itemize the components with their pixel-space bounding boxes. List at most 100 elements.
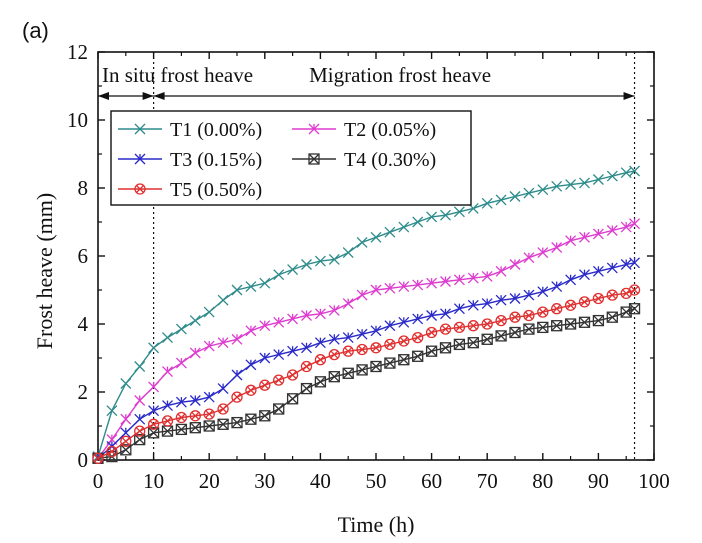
data-point: [481, 298, 493, 310]
data-point: [509, 259, 521, 270]
data-point: [189, 347, 201, 359]
marker-stroke: [134, 123, 146, 135]
marker-box: [495, 330, 507, 342]
data-point: [453, 274, 465, 286]
data-point: [189, 395, 201, 406]
marker-stroke: [328, 253, 340, 265]
data-point: [439, 342, 452, 354]
x-axis-label: Time (h): [338, 512, 415, 537]
marker-stroke: [107, 447, 116, 456]
marker-stroke: [330, 350, 339, 359]
data-point: [629, 218, 640, 230]
marker-ring: [286, 369, 299, 381]
marker-ring: [134, 425, 146, 437]
data-point: [120, 413, 132, 425]
data-point: [286, 393, 299, 405]
marker-stroke: [148, 342, 160, 354]
legend-item: T2 (0.05%): [292, 119, 436, 141]
marker-stroke: [231, 284, 243, 296]
data-point: [606, 311, 618, 323]
data-point: [273, 269, 285, 281]
marker-ring: [203, 408, 215, 420]
marker-ring: [467, 320, 479, 332]
series-line: [97, 262, 635, 459]
legend-box: [110, 110, 472, 206]
data-point: [134, 433, 146, 446]
marker-box: [551, 320, 563, 332]
data-point: [453, 206, 465, 218]
marker-stroke: [162, 425, 173, 437]
data-point: [412, 331, 424, 344]
marker-stroke: [273, 403, 285, 415]
data-point: [217, 403, 229, 415]
series-line: [97, 223, 635, 459]
marker-stroke: [551, 180, 563, 192]
marker-ring: [273, 374, 285, 386]
data-point: [148, 405, 160, 417]
marker-stroke: [523, 323, 535, 335]
data-point: [384, 226, 396, 238]
data-point: [286, 369, 299, 381]
data-point: [314, 308, 326, 320]
marker-stroke: [162, 332, 173, 344]
data-point: [231, 369, 243, 381]
marker-stroke: [565, 318, 577, 330]
marker-box: [439, 342, 452, 354]
data-point: [523, 252, 535, 264]
data-point: [134, 153, 146, 165]
marker-stroke: [372, 343, 380, 352]
x-tick-label: 60: [421, 469, 442, 493]
data-point: [495, 265, 507, 277]
marker-stroke: [273, 269, 285, 281]
marker-stroke: [135, 427, 144, 436]
marker-stroke: [524, 311, 533, 320]
data-point: [259, 410, 271, 422]
marker-stroke: [398, 221, 410, 233]
data-point: [189, 410, 201, 422]
y-axis-label: Frost heave (mm): [32, 193, 57, 349]
marker-box: [308, 153, 320, 165]
legend-label: T5 (0.50%): [170, 179, 262, 201]
x-tick-label: 80: [532, 469, 553, 493]
data-point: [551, 303, 563, 315]
legend: T1 (0.00%) T2 (0.05%) T3 (0.15%) T4 (0.30%)…: [110, 110, 472, 206]
marker-ring: [134, 183, 146, 195]
marker-stroke: [246, 386, 255, 395]
data-point: [537, 247, 549, 259]
x-tick-label: 100: [638, 469, 670, 493]
marker-stroke: [551, 320, 563, 332]
data-point: [106, 405, 118, 417]
data-point: [592, 228, 604, 240]
marker-box: [537, 321, 549, 334]
marker-box: [120, 444, 132, 456]
arrow-head-right: [142, 92, 154, 100]
data-point: [398, 335, 410, 347]
marker-stroke: [274, 376, 283, 385]
marker-ring: [592, 292, 605, 305]
marker-stroke: [342, 247, 354, 259]
marker-stroke: [203, 306, 215, 318]
marker-stroke: [342, 367, 354, 379]
y-tick-label: 4: [78, 312, 89, 336]
data-point: [578, 296, 591, 308]
data-point: [287, 345, 299, 357]
panel-label: (a): [22, 18, 49, 43]
legend-item: T1 (0.00%): [118, 119, 262, 141]
data-point: [356, 328, 368, 340]
marker-box: [300, 382, 313, 395]
data-point: [356, 289, 368, 301]
marker-ring: [509, 311, 521, 323]
series-t2: [92, 218, 640, 464]
data-point: [370, 360, 382, 373]
data-point: [217, 294, 229, 306]
x-tick-label: 0: [93, 469, 104, 493]
data-point: [245, 325, 257, 337]
marker-stroke: [398, 354, 410, 366]
data-point: [259, 379, 271, 391]
marker-stroke: [314, 255, 326, 267]
data-point: [203, 420, 215, 432]
data-point: [551, 242, 563, 253]
marker-stroke: [301, 383, 312, 395]
marker-stroke: [592, 174, 604, 185]
marker-box: [628, 303, 641, 315]
